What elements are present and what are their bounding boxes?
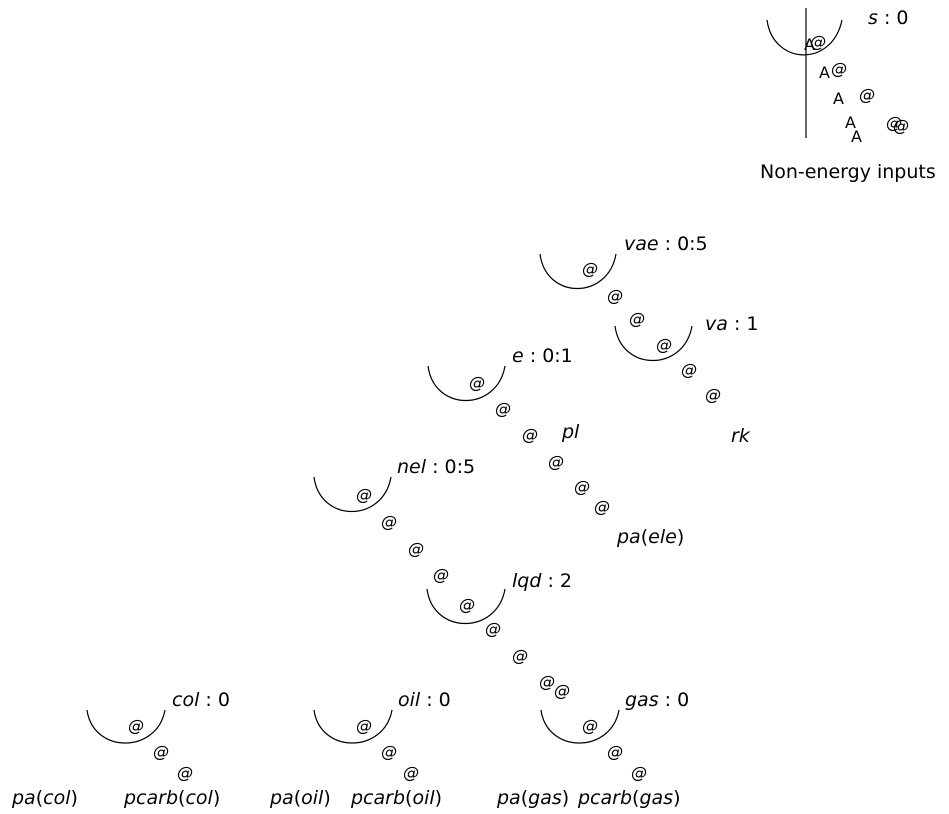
node-nel-name: nel (397, 456, 427, 478)
at-glyph: @ (548, 452, 564, 471)
nest-arc-vae (539, 253, 617, 289)
at-glyph: @ (574, 477, 590, 496)
nest-arc-s (766, 19, 843, 56)
nest-arc-oil (313, 709, 393, 744)
node-gas: gas : 0 @ @ @ pa(gas) pcarb(gas) (496, 689, 689, 809)
at-glyph: @ (177, 763, 193, 782)
at-glyph: @ (381, 512, 397, 531)
leaf-pcarb-oil: pcarb(oil) (350, 787, 442, 809)
nest-arc-e (427, 365, 506, 401)
node-s-sep: : 0 (884, 7, 909, 29)
node-va-sep: : 1 (734, 313, 759, 335)
at-glyph: @ (631, 763, 647, 782)
svg-text:oil : 0: oil : 0 (398, 689, 451, 711)
a-glyph: A (851, 127, 862, 146)
node-lqd-name: lqd (512, 570, 542, 592)
leaf-rk: rk (731, 425, 751, 447)
at-glyph: @ (582, 716, 598, 735)
at-glyph: @ (705, 385, 721, 404)
at-glyph: @ (582, 259, 598, 278)
leaf-pcarb-col: pcarb(col) (123, 787, 220, 809)
leaf-pa-col: pa(col) (11, 787, 78, 809)
at-glyph: @ (469, 373, 485, 392)
at-glyph: @ (459, 595, 475, 614)
node-lqd-sep: : 2 (547, 570, 572, 592)
node-gas-name: gas (625, 689, 659, 711)
at-glyph: @ (512, 646, 528, 665)
node-vae-sep: : 0:5 (665, 233, 708, 255)
a-glyph: A (819, 63, 830, 82)
at-glyph: @ (886, 113, 902, 132)
at-glyph: @ (831, 59, 847, 78)
nest-arc-nel (313, 476, 392, 512)
at-glyph: @ (607, 286, 623, 305)
node-va: va : 1 @ @ @ rk (614, 313, 758, 447)
node-s-name: s (868, 7, 878, 29)
at-glyph: @ (629, 309, 645, 328)
at-glyph: @ (594, 497, 610, 516)
node-col-name: col (172, 689, 200, 711)
a-glyph: A (833, 89, 844, 108)
leaf-pa-oil: pa(oil) (269, 787, 331, 809)
node-nel: nel : 0:5 @ @ @ @ (313, 456, 475, 584)
at-glyph: @ (128, 716, 144, 735)
node-gas-sep: : 0 (665, 689, 690, 711)
at-glyph: @ (554, 681, 570, 700)
svg-text:col : 0: col : 0 (172, 689, 230, 711)
at-glyph: @ (408, 539, 424, 558)
node-e-sep: : 0:1 (530, 345, 573, 367)
leaf-pl: pl (561, 421, 580, 443)
leaf-pa-ele: pa(ele) (616, 526, 684, 548)
at-glyph: @ (607, 742, 623, 761)
node-va-name: va (705, 313, 728, 335)
nest-arc-lqd (426, 588, 506, 624)
at-glyph: @ (433, 565, 449, 584)
node-oil: oil : 0 @ @ @ pa(oil) pcarb(oil) (269, 689, 451, 809)
svg-text:e : 0:1: e : 0:1 (512, 345, 573, 367)
at-glyph: @ (859, 85, 875, 104)
nest-arc-va (614, 325, 693, 361)
at-glyph: @ (485, 619, 501, 638)
node-vae: vae : 0:5 @ @ @ (539, 233, 708, 328)
at-glyph: @ (656, 335, 672, 354)
node-col-sep: : 0 (205, 689, 230, 711)
svg-text:lqd : 2: lqd : 2 (512, 570, 572, 592)
leaf-non-energy-inputs: Non-energy inputs (760, 161, 936, 183)
at-glyph: @ (681, 360, 697, 379)
svg-text:va : 1: va : 1 (705, 313, 758, 335)
svg-text:vae : 0:5: vae : 0:5 (624, 233, 708, 255)
a-glyph: A (804, 35, 815, 54)
a-glyph: A (845, 113, 856, 132)
at-glyph: @ (356, 485, 372, 504)
at-glyph: @ (810, 32, 826, 51)
leaf-pa-gas: pa(gas) (496, 787, 569, 809)
at-glyph: @ (356, 716, 372, 735)
node-e-name: e (512, 345, 524, 367)
node-oil-sep: : 0 (426, 689, 451, 711)
nest-arc-gas (540, 709, 620, 744)
leaf-pcarb-gas: pcarb(gas) (577, 787, 680, 809)
at-glyph: @ (495, 399, 511, 418)
at-glyph: @ (153, 742, 169, 761)
node-s: s : 0 A @ A @ A @ A A @ @ Non-energy inp… (760, 7, 936, 183)
node-e: e : 0:1 @ @ @ pl @ @ @ pa(ele) (427, 345, 684, 548)
at-glyph: @ (403, 763, 419, 782)
at-glyph: @ (381, 742, 397, 761)
node-oil-name: oil (398, 689, 421, 711)
node-nel-sep: : 0:5 (432, 456, 475, 478)
node-vae-name: vae (624, 233, 659, 255)
node-lqd: lqd : 2 @ @ @ @ @ (426, 570, 572, 700)
at-glyph: @ (893, 116, 909, 135)
at-glyph: @ (522, 425, 538, 444)
svg-text:nel : 0:5: nel : 0:5 (397, 456, 475, 478)
at-glyph: @ (539, 672, 555, 691)
svg-text:gas : 0: gas : 0 (625, 689, 689, 711)
nest-arc-col (86, 709, 166, 744)
svg-text:s : 0: s : 0 (868, 7, 908, 29)
node-col: col : 0 @ @ @ pa(col) pcarb(col) (11, 689, 230, 809)
